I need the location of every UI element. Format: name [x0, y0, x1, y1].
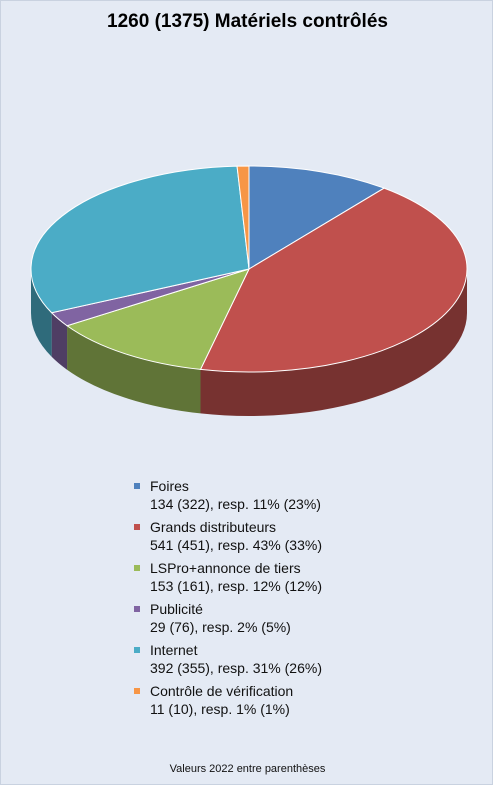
legend-label: Foires	[150, 478, 189, 494]
pie-slice-lspro-annonce-de-tiers	[65, 268, 250, 370]
legend-value: 392 (355), resp. 31% (26%)	[150, 660, 322, 676]
legend-value: 541 (451), resp. 43% (33%)	[150, 537, 322, 553]
legend-value: 11 (10), resp. 1% (1%)	[150, 701, 290, 717]
pie-slice-foires	[248, 165, 386, 270]
legend-value: 153 (161), resp. 12% (12%)	[150, 578, 322, 594]
pie-side-lspro-annonce-de-tiers	[67, 325, 201, 414]
pie-side-publicite	[51, 312, 68, 370]
legend-item-grands-distributeurs: Grands distributeurs 541 (451), resp. 43%…	[134, 518, 322, 554]
pie-slice-grands-distributeurs	[199, 187, 468, 373]
chart-title: 1260 (1375) Matériels contrôlés	[107, 11, 388, 32]
legend-marker	[134, 606, 140, 612]
legend-value: 134 (322), resp. 11% (23%)	[150, 496, 321, 512]
legend-marker	[134, 688, 140, 694]
pie-side-internet	[31, 269, 52, 357]
pie-slice-controle-de-verification	[236, 165, 250, 270]
legend-value: 29 (76), resp. 2% (5%)	[150, 619, 291, 635]
legend-item-foires: Foires 134 (322), resp. 11% (23%)	[134, 477, 322, 513]
pie-slice-internet	[30, 165, 250, 314]
legend-label: Contrôle de vérification	[150, 683, 294, 699]
pie-side-grands-distributeurs	[200, 269, 468, 416]
legend-marker	[134, 524, 140, 530]
legend-item-publicite: Publicité 29 (76), resp. 2% (5%)	[134, 600, 322, 636]
legend-marker	[134, 647, 140, 653]
legend-label: Internet	[150, 642, 198, 658]
legend-label: Publicité	[150, 601, 203, 617]
legend-label: Grands distributeurs	[150, 519, 277, 535]
legend-item-controle-de-verification: Contrôle de vérification 11 (10), resp. 1…	[134, 682, 322, 718]
legend-marker	[134, 483, 140, 489]
legend-item-lspro-annonce-de-tiers: LSPro+annonce de tiers 153 (161), resp. 1…	[134, 559, 322, 595]
legend: Foires 134 (322), resp. 11% (23%) Grands d…	[134, 477, 322, 723]
legend-marker	[134, 565, 140, 571]
legend-item-internet: Internet 392 (355), resp. 31% (26%)	[134, 641, 322, 677]
legend-label: LSPro+annonce de tiers	[150, 560, 301, 576]
pie-chart	[30, 165, 468, 416]
chart-note: Valeurs 2022 entre parenthèses	[169, 763, 326, 775]
